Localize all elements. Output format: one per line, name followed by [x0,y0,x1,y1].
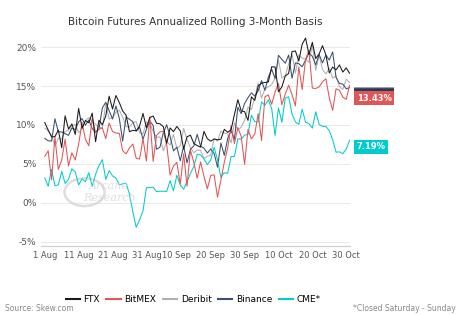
Text: 13.83%: 13.83% [356,91,391,100]
Title: Bitcoin Futures Annualized Rolling 3-Month Basis: Bitcoin Futures Annualized Rolling 3-Mon… [68,17,322,26]
Text: Arcane
Research: Arcane Research [83,181,135,203]
Text: 13.43%: 13.43% [356,94,391,103]
Text: *Closed Saturday - Sunday: *Closed Saturday - Sunday [352,304,454,313]
Text: 14.01%: 14.01% [356,89,391,98]
Text: 13.72%: 13.72% [356,91,391,100]
Text: Source: Skew.com: Source: Skew.com [5,304,73,313]
Legend: FTX, BitMEX, Deribit, Binance, CME*: FTX, BitMEX, Deribit, Binance, CME* [62,291,324,307]
Text: 7.19%: 7.19% [356,142,385,151]
